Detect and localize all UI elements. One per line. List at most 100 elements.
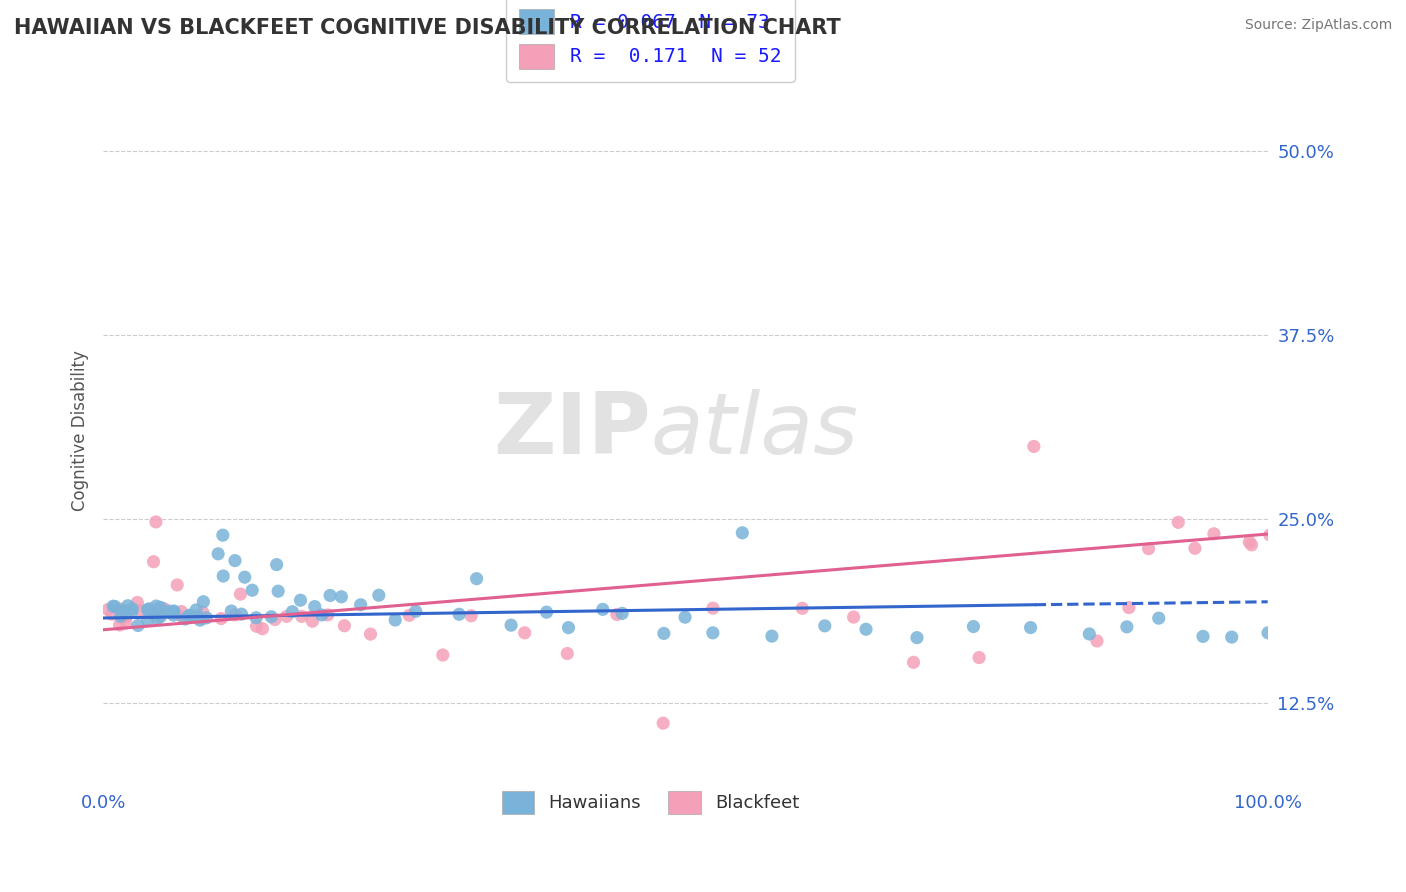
- Point: [761, 629, 783, 643]
- Point: [170, 605, 193, 619]
- Point: [127, 618, 149, 632]
- Point: [702, 625, 724, 640]
- Point: [188, 613, 211, 627]
- Point: [145, 599, 167, 613]
- Point: [612, 607, 634, 621]
- Point: [101, 599, 124, 614]
- Text: Source: ZipAtlas.com: Source: ZipAtlas.com: [1244, 18, 1392, 32]
- Point: [557, 621, 579, 635]
- Point: [115, 609, 138, 624]
- Point: [311, 607, 333, 622]
- Point: [267, 584, 290, 599]
- Point: [212, 569, 235, 583]
- Point: [592, 602, 614, 616]
- Point: [97, 602, 120, 616]
- Point: [179, 608, 201, 623]
- Point: [316, 607, 339, 622]
- Point: [1239, 535, 1261, 549]
- Point: [499, 618, 522, 632]
- Point: [195, 611, 218, 625]
- Point: [219, 604, 242, 618]
- Point: [264, 613, 287, 627]
- Point: [350, 598, 373, 612]
- Point: [252, 622, 274, 636]
- Text: HAWAIIAN VS BLACKFEET COGNITIVE DISABILITY CORRELATION CHART: HAWAIIAN VS BLACKFEET COGNITIVE DISABILI…: [14, 18, 841, 37]
- Point: [266, 558, 288, 572]
- Point: [1022, 439, 1045, 453]
- Point: [855, 622, 877, 636]
- Text: atlas: atlas: [651, 390, 859, 473]
- Point: [245, 619, 267, 633]
- Point: [172, 610, 194, 624]
- Point: [101, 607, 124, 622]
- Point: [174, 612, 197, 626]
- Point: [231, 607, 253, 621]
- Point: [112, 604, 135, 618]
- Point: [1258, 528, 1281, 542]
- Point: [145, 603, 167, 617]
- Point: [1192, 629, 1215, 643]
- Point: [1137, 541, 1160, 556]
- Legend: Hawaiians, Blackfeet: Hawaiians, Blackfeet: [491, 780, 810, 825]
- Point: [180, 609, 202, 624]
- Point: [967, 650, 990, 665]
- Point: [207, 547, 229, 561]
- Point: [814, 619, 837, 633]
- Point: [792, 601, 814, 615]
- Point: [211, 528, 233, 542]
- Point: [138, 602, 160, 616]
- Point: [186, 610, 208, 624]
- Point: [1202, 526, 1225, 541]
- Point: [117, 599, 139, 613]
- Point: [1118, 600, 1140, 615]
- Point: [276, 609, 298, 624]
- Point: [465, 572, 488, 586]
- Point: [240, 583, 263, 598]
- Point: [121, 604, 143, 618]
- Point: [1257, 625, 1279, 640]
- Point: [136, 603, 159, 617]
- Point: [319, 589, 342, 603]
- Point: [1085, 634, 1108, 648]
- Point: [1240, 538, 1263, 552]
- Point: [652, 716, 675, 731]
- Point: [104, 599, 127, 614]
- Point: [1184, 541, 1206, 556]
- Point: [110, 609, 132, 624]
- Point: [905, 631, 928, 645]
- Point: [702, 601, 724, 615]
- Point: [360, 627, 382, 641]
- Point: [432, 648, 454, 662]
- Point: [1115, 620, 1137, 634]
- Point: [460, 608, 482, 623]
- Point: [652, 626, 675, 640]
- Point: [162, 605, 184, 619]
- Point: [449, 607, 471, 622]
- Point: [233, 570, 256, 584]
- Point: [162, 608, 184, 623]
- Point: [115, 615, 138, 630]
- Point: [163, 604, 186, 618]
- Point: [903, 656, 925, 670]
- Point: [842, 610, 865, 624]
- Point: [606, 607, 628, 622]
- Point: [142, 555, 165, 569]
- Point: [513, 625, 536, 640]
- Point: [405, 604, 427, 618]
- Point: [245, 611, 267, 625]
- Point: [281, 605, 304, 619]
- Point: [108, 618, 131, 632]
- Point: [1019, 621, 1042, 635]
- Point: [333, 619, 356, 633]
- Point: [146, 611, 169, 625]
- Point: [367, 588, 389, 602]
- Point: [229, 587, 252, 601]
- Point: [731, 525, 754, 540]
- Point: [110, 602, 132, 616]
- Point: [141, 606, 163, 620]
- Point: [555, 647, 578, 661]
- Text: ZIP: ZIP: [492, 390, 651, 473]
- Point: [384, 613, 406, 627]
- Point: [145, 515, 167, 529]
- Point: [301, 614, 323, 628]
